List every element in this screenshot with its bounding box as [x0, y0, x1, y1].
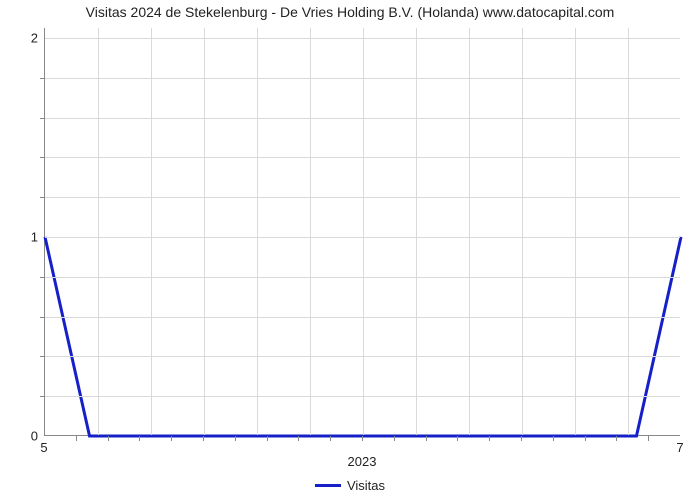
y-axis-tick-label: 0	[22, 429, 38, 444]
x-axis-minor-tick	[489, 436, 490, 441]
y-axis-minor-tick	[40, 157, 44, 158]
gridline-vertical	[151, 28, 152, 435]
gridline-vertical	[628, 28, 629, 435]
gridline-vertical	[363, 28, 364, 435]
legend: Visitas	[0, 478, 700, 493]
x-axis-minor-tick	[267, 436, 268, 441]
x-axis-minor-tick	[171, 436, 172, 441]
x-axis-minor-tick	[362, 436, 363, 441]
legend-label: Visitas	[347, 478, 385, 493]
gridline-vertical	[522, 28, 523, 435]
x-axis-minor-tick	[108, 436, 109, 441]
x-axis-minor-tick	[76, 436, 77, 441]
x-axis-minor-tick	[298, 436, 299, 441]
y-axis-minor-tick	[40, 197, 44, 198]
x-axis-minor-tick	[426, 436, 427, 441]
x-axis-center-label: 2023	[348, 454, 377, 469]
y-axis-minor-tick	[40, 396, 44, 397]
gridline-vertical	[416, 28, 417, 435]
x-axis-minor-tick	[457, 436, 458, 441]
x-axis-minor-tick	[585, 436, 586, 441]
gridline-vertical	[575, 28, 576, 435]
x-axis-minor-tick	[648, 436, 649, 441]
gridline-vertical	[98, 28, 99, 435]
x-axis-minor-tick	[139, 436, 140, 441]
chart-container: Visitas 2024 de Stekelenburg - De Vries …	[0, 0, 700, 500]
y-axis-minor-tick	[40, 118, 44, 119]
legend-swatch	[315, 484, 341, 487]
x-axis-minor-tick	[394, 436, 395, 441]
gridline-vertical	[310, 28, 311, 435]
gridline-vertical	[469, 28, 470, 435]
chart-title: Visitas 2024 de Stekelenburg - De Vries …	[0, 4, 700, 20]
y-axis-tick-label: 2	[22, 30, 38, 45]
y-axis-minor-tick	[40, 356, 44, 357]
x-axis-tick-label: 7	[676, 440, 683, 455]
x-axis-minor-tick	[203, 436, 204, 441]
gridline-vertical	[204, 28, 205, 435]
x-axis-minor-tick	[553, 436, 554, 441]
y-axis-minor-tick	[40, 317, 44, 318]
y-axis-minor-tick	[40, 277, 44, 278]
gridline-vertical	[257, 28, 258, 435]
x-axis-minor-tick	[521, 436, 522, 441]
x-axis-minor-tick	[330, 436, 331, 441]
x-axis-minor-tick	[235, 436, 236, 441]
x-axis-tick-label: 5	[40, 440, 47, 455]
y-axis-minor-tick	[40, 78, 44, 79]
x-axis-minor-tick	[616, 436, 617, 441]
y-axis-tick-label: 1	[22, 229, 38, 244]
plot-area	[44, 28, 680, 436]
